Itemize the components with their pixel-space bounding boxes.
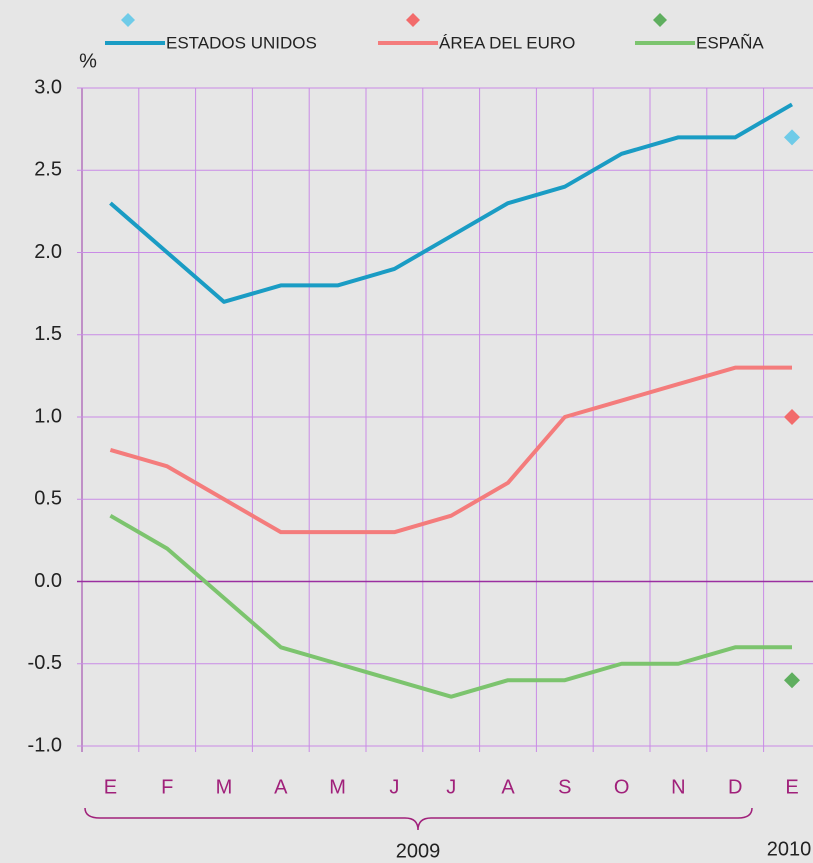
- y-tick-label: 2.5: [34, 159, 62, 181]
- x-tick-label: M: [216, 776, 233, 798]
- projection-marker: [784, 129, 800, 146]
- x-tick-label: M: [329, 776, 346, 798]
- y-axis-label: %: [79, 50, 97, 72]
- legend-marker: [653, 13, 667, 27]
- year-label: 2009: [396, 840, 441, 862]
- x-tick-label: E: [785, 776, 798, 798]
- x-tick-label: A: [274, 776, 288, 798]
- x-tick-label: F: [161, 776, 173, 798]
- y-tick-label: 1.0: [34, 405, 62, 427]
- y-tick-label: 1.5: [34, 323, 62, 345]
- y-tick-label: 0.0: [34, 570, 62, 592]
- x-tick-label: O: [614, 776, 630, 798]
- year-brace: [84, 807, 753, 831]
- legend-label: ESTADOS UNIDOS: [166, 33, 317, 52]
- x-tick-label: S: [558, 776, 571, 798]
- legend-marker: [406, 13, 420, 27]
- y-tick-label: -0.5: [28, 652, 62, 674]
- x-tick-label: N: [671, 776, 685, 798]
- y-tick-label: 3.0: [34, 76, 62, 98]
- series-line: [109, 102, 794, 304]
- x-tick-label: E: [104, 776, 117, 798]
- y-tick-label: -1.0: [28, 734, 62, 756]
- y-tick-label: 0.5: [34, 488, 62, 510]
- year-label: 2010: [767, 838, 812, 860]
- projection-marker: [784, 409, 800, 425]
- projection-marker: [784, 672, 800, 689]
- legend-marker: [121, 13, 135, 27]
- legend-label: ÁREA DEL EURO: [439, 33, 575, 52]
- x-tick-label: A: [501, 776, 515, 798]
- y-tick-label: 2.0: [34, 241, 62, 263]
- series-line: [109, 513, 792, 699]
- series-line: [109, 365, 792, 535]
- x-tick-label: D: [728, 776, 742, 798]
- x-tick-label: J: [389, 776, 399, 798]
- legend-label: ESPAÑA: [696, 33, 764, 52]
- x-tick-label: J: [446, 776, 456, 798]
